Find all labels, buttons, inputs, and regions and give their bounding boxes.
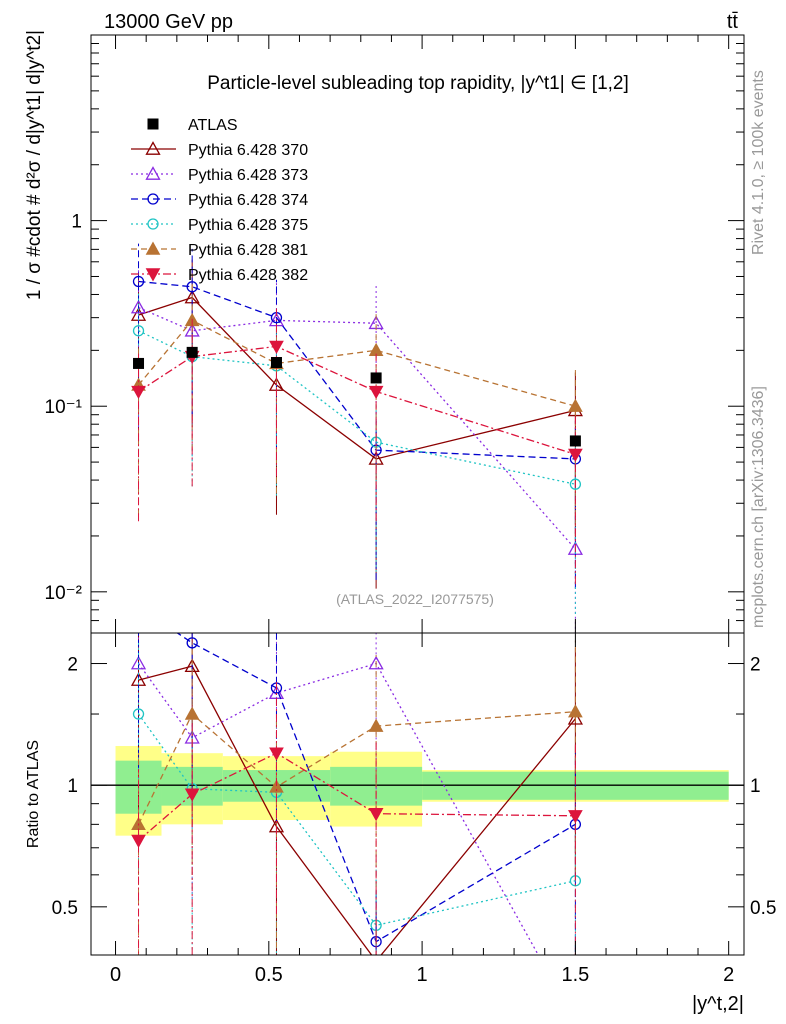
data-point — [368, 385, 384, 400]
legend-entry: Pythia 6.428 382 — [131, 267, 308, 284]
ratio-point — [269, 779, 284, 793]
data-point — [568, 448, 583, 462]
legend-marker — [145, 141, 161, 155]
data-point — [569, 478, 582, 490]
legend-entry: ATLAS — [147, 117, 238, 134]
atlas-point — [370, 372, 382, 384]
legend-entry: Pythia 6.428 374 — [131, 192, 308, 209]
legend-label: ATLAS — [188, 117, 238, 134]
y-tick-label: 10⁻² — [45, 583, 83, 604]
ratio-point — [131, 834, 146, 848]
legend: ATLAS Pythia 6.428 370 Pythia 6.428 373 Pyt… — [131, 117, 308, 284]
legend-label: Pythia 6.428 373 — [188, 167, 308, 184]
legend-entry: Pythia 6.428 375 — [131, 217, 308, 234]
ratio-point — [368, 655, 384, 670]
series-5 — [131, 308, 583, 585]
series-line — [138, 280, 576, 460]
header-right: tt̄ — [727, 11, 739, 33]
ratio-point — [567, 710, 583, 725]
legend-marker — [145, 268, 161, 282]
legend-label: Pythia 6.428 381 — [188, 242, 308, 259]
y-tick-label: 1 — [71, 212, 82, 233]
ratio-tick-label-right: 1 — [750, 776, 761, 797]
ratio-series — [130, 602, 583, 1024]
y-axis-label-main: 1 / σ #cdot # d²σ / d|y^t1| d|y^t2| — [24, 30, 45, 300]
ratio-point — [569, 1015, 582, 1024]
ratio-tick-label-right: 2 — [750, 655, 761, 676]
legend-marker — [145, 166, 161, 180]
watermark: (ATLAS_2022_I2077575) — [336, 591, 494, 607]
ratio-point — [368, 718, 384, 732]
series-line — [138, 296, 576, 460]
ratio-series-5 — [131, 682, 583, 955]
x-axis-label: |y^t,2| — [692, 993, 744, 1015]
legend-marker — [147, 118, 159, 130]
series-3 — [132, 292, 582, 614]
x-tick-label: 0 — [110, 964, 121, 986]
main-series — [130, 243, 583, 633]
legend-label: Pythia 6.428 375 — [188, 217, 308, 234]
y-tick-label: 10⁻¹ — [45, 397, 83, 418]
x-tick-label: 2 — [723, 964, 734, 986]
series-2 — [132, 243, 582, 589]
data-point — [132, 275, 145, 288]
axis-ticks: 0 0.5 1 1.5 2 10⁻² 10⁻¹ 1 0.5 0.5 1 1 2 2 — [45, 35, 776, 986]
series-atlas — [133, 346, 581, 447]
atlas-point — [270, 356, 282, 368]
header-left: 13000 GeV pp — [104, 11, 233, 33]
legend-entry: Pythia 6.428 381 — [131, 241, 308, 259]
legend-entry: Pythia 6.428 373 — [131, 166, 308, 184]
ratio-tick-label: 0.5 — [52, 898, 78, 919]
series-line — [138, 319, 576, 407]
legend-label: Pythia 6.428 374 — [188, 192, 308, 209]
data-point — [568, 398, 583, 412]
mcplots-label: mcplots.cern.ch [arXiv:1306.3436] — [750, 386, 767, 628]
legend-label: Pythia 6.428 370 — [188, 142, 308, 159]
data-point — [132, 325, 145, 337]
ratio-point — [568, 704, 583, 718]
ratio-point — [568, 810, 583, 824]
ratio-point — [132, 708, 145, 720]
legend-entry: Pythia 6.428 370 — [131, 141, 308, 159]
ratio-point — [269, 747, 284, 761]
series-4 — [131, 282, 583, 536]
rivet-label: Rivet 4.1.0, ≥ 100k events — [750, 70, 767, 255]
data-point — [130, 299, 147, 314]
atlas-point — [186, 346, 198, 358]
x-tick-label: 1 — [417, 964, 428, 986]
ratio-line — [137, 662, 540, 955]
ratio-point — [375, 953, 378, 955]
atlas-point — [133, 357, 145, 369]
ratio-tick-label: 2 — [67, 655, 78, 676]
legend-label: Pythia 6.428 382 — [188, 267, 308, 284]
ratio-frame — [90, 632, 745, 956]
data-point — [131, 385, 146, 400]
data-point — [269, 340, 284, 354]
ratio-point — [184, 788, 200, 802]
series-1 — [130, 269, 583, 633]
legend-marker — [147, 218, 159, 230]
series-line — [138, 330, 576, 485]
y-axis-label-ratio: Ratio to ATLAS — [25, 740, 42, 848]
legend-marker — [147, 193, 159, 205]
x-tick-label: 1.5 — [561, 964, 589, 986]
ratio-tick-label-right: 0.5 — [750, 898, 776, 919]
ratio-point — [186, 637, 198, 649]
ratio-point — [134, 602, 144, 612]
atlas-point — [569, 435, 581, 447]
ratio-point — [184, 706, 200, 720]
ratio-tick-label: 1 — [67, 776, 78, 797]
legend-marker — [145, 241, 161, 255]
data-point — [186, 281, 198, 293]
ratio-point — [368, 808, 384, 822]
plot-title: Particle-level subleading top rapidity, … — [207, 73, 629, 94]
x-tick-label: 0.5 — [255, 964, 283, 986]
series-line — [138, 345, 576, 456]
